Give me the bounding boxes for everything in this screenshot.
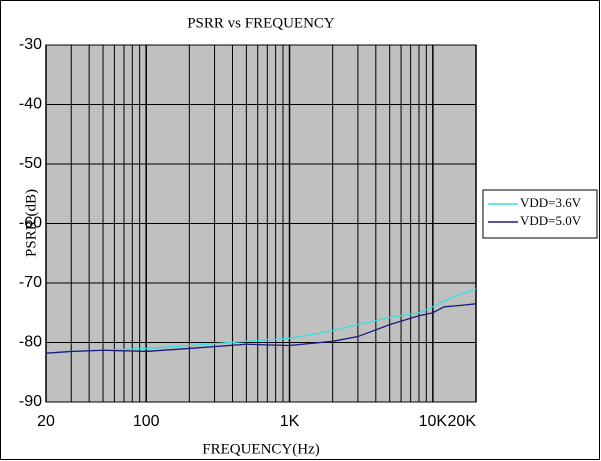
y-tick-label: -90 (19, 393, 42, 410)
x-axis-label: FREQUENCY(Hz) (202, 441, 320, 457)
y-tick-label: -60 (19, 215, 42, 232)
legend (482, 189, 598, 239)
x-tick-label: 1K (280, 413, 300, 430)
x-tick-label: 100 (133, 413, 160, 430)
x-tick-label: 20 (37, 413, 55, 430)
y-axis-label: PSRR (dB) (23, 189, 39, 257)
x-tick-label: 20K (448, 413, 477, 430)
y-tick-label: -70 (19, 274, 42, 291)
y-tick-label: -40 (19, 96, 42, 113)
legend-label: VDD=5.0V (520, 213, 582, 228)
x-tick-label: 10K (419, 413, 448, 430)
y-tick-label: -50 (19, 155, 42, 172)
legend-label: VDD=3.6V (520, 195, 582, 210)
series-line (45, 288, 477, 354)
y-tick-label: -80 (19, 334, 42, 351)
series-line (45, 303, 477, 354)
y-tick-label: -30 (19, 36, 42, 53)
chart-title: PSRR vs FREQUENCY (187, 15, 335, 31)
